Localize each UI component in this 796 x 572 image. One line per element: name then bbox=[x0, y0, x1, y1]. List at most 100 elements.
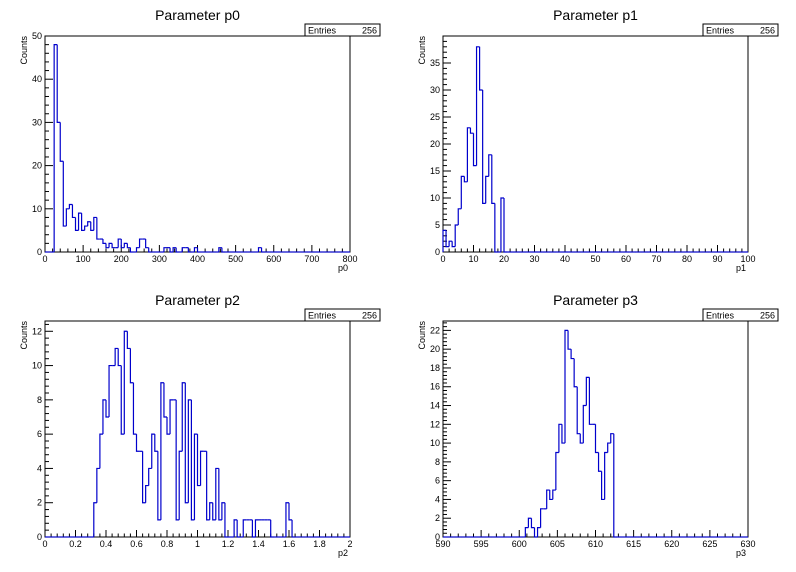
histogram-bin bbox=[533, 527, 538, 538]
histogram-bin bbox=[181, 382, 186, 452]
stats-entries-value: 256 bbox=[362, 26, 377, 36]
histogram-bin bbox=[193, 433, 198, 520]
y-tick-label: 0 bbox=[37, 532, 42, 542]
x-tick-label: 600 bbox=[512, 539, 527, 549]
x-tick-label: 100 bbox=[76, 254, 91, 264]
histogram-bin bbox=[457, 208, 462, 225]
stats-entries-value: 256 bbox=[760, 311, 775, 321]
histogram-bin bbox=[491, 154, 495, 204]
x-tick-label: 0 bbox=[42, 539, 47, 549]
histogram-bin bbox=[138, 238, 143, 248]
y-tick-label: 8 bbox=[37, 395, 42, 405]
histogram-bin bbox=[479, 46, 483, 91]
histogram-bin bbox=[148, 247, 152, 253]
histogram-bin bbox=[93, 216, 97, 231]
histogram-bin bbox=[175, 247, 180, 253]
x-axis-label: p2 bbox=[338, 548, 348, 558]
x-tick-label: 600 bbox=[266, 254, 281, 264]
histogram-bin bbox=[169, 247, 174, 253]
histogram-bin bbox=[175, 399, 180, 521]
histogram-bin bbox=[454, 224, 459, 247]
y-tick-label: 50 bbox=[32, 31, 42, 41]
stats-box-frame bbox=[304, 308, 381, 322]
y-tick-label: 0 bbox=[435, 532, 440, 542]
stats-box-frame bbox=[702, 23, 779, 37]
histogram-bin bbox=[288, 502, 293, 521]
stats-box: Entries 256 bbox=[304, 23, 381, 37]
y-tick-label: 15 bbox=[430, 166, 440, 176]
histogram-bin bbox=[74, 217, 79, 231]
y-tick-label: 10 bbox=[430, 193, 440, 203]
x-tick-label: 70 bbox=[651, 254, 661, 264]
histogram-bin bbox=[114, 347, 119, 366]
histogram-bin bbox=[99, 433, 103, 469]
histogram-bin bbox=[218, 468, 222, 521]
histogram-bin bbox=[573, 358, 578, 388]
histogram-bin bbox=[132, 382, 137, 435]
histogram-bin bbox=[475, 46, 480, 166]
histogram-bin bbox=[187, 247, 192, 253]
histogram-bin bbox=[166, 417, 171, 435]
x-tick-label: 300 bbox=[152, 254, 167, 264]
histogram-bin bbox=[96, 467, 100, 503]
histogram-bin bbox=[488, 154, 492, 177]
x-axis-label: p0 bbox=[338, 263, 348, 273]
histogram-bin bbox=[145, 484, 149, 503]
histogram-bin bbox=[221, 502, 225, 520]
histogram-bin bbox=[120, 365, 125, 435]
x-tick-label: 700 bbox=[304, 254, 319, 264]
histogram-bin bbox=[524, 527, 529, 537]
y-tick-label: 8 bbox=[435, 457, 440, 467]
y-tick-label: 4 bbox=[37, 463, 42, 473]
histogram-bins bbox=[443, 329, 748, 538]
histogram-bin bbox=[604, 451, 608, 500]
histogram-bin bbox=[527, 517, 532, 528]
stats-entries-label: Entries bbox=[706, 311, 735, 321]
x-tick-label: 1.6 bbox=[283, 539, 296, 549]
histogram-bin bbox=[65, 208, 70, 227]
y-tick-label: 20 bbox=[430, 344, 440, 354]
y-tick-label: 20 bbox=[32, 161, 42, 171]
y-tick-label: 12 bbox=[32, 326, 42, 336]
x-tick-label: 0 bbox=[42, 254, 47, 264]
histogram-bin bbox=[218, 247, 222, 252]
histogram-bin bbox=[93, 502, 97, 537]
histogram-bin bbox=[579, 433, 584, 444]
histogram-bin bbox=[482, 90, 486, 204]
stats-box: Entries 256 bbox=[702, 23, 779, 37]
histogram-bin bbox=[196, 247, 201, 253]
histogram-bin bbox=[154, 434, 158, 452]
histogram-bin bbox=[448, 240, 453, 247]
histogram-bin bbox=[549, 490, 553, 501]
histogram-bin bbox=[157, 451, 161, 521]
y-axis-label: Counts bbox=[417, 321, 427, 350]
histogram-bin bbox=[178, 450, 183, 520]
histogram-bin bbox=[212, 502, 216, 521]
x-tick-label: 605 bbox=[550, 539, 565, 549]
histogram-bin bbox=[610, 433, 614, 444]
histogram-bin bbox=[56, 44, 61, 123]
histogram-bin bbox=[260, 247, 265, 253]
stats-box: Entries 256 bbox=[304, 308, 381, 322]
histogram-bin bbox=[135, 434, 140, 452]
histogram-bin bbox=[190, 399, 195, 521]
histogram-bin bbox=[494, 203, 498, 253]
histogram-bin bbox=[123, 330, 128, 435]
plot-frame bbox=[44, 35, 351, 253]
histogram-bin bbox=[224, 502, 228, 538]
histogram-bin bbox=[601, 471, 605, 501]
histogram-bin bbox=[181, 247, 186, 252]
histogram-bin bbox=[105, 243, 110, 249]
chart-title: Parameter p0 bbox=[155, 7, 240, 23]
histogram-bin bbox=[108, 364, 113, 417]
histogram-bin bbox=[585, 376, 590, 406]
y-tick-label: 12 bbox=[430, 419, 440, 429]
histogram-bin bbox=[209, 502, 213, 520]
histogram-bin bbox=[236, 519, 241, 538]
y-tick-label: 6 bbox=[435, 476, 440, 486]
x-tick-label: 630 bbox=[740, 539, 755, 549]
histogram-bin bbox=[126, 331, 131, 350]
stats-box-frame bbox=[304, 23, 381, 37]
chart-title: Parameter p3 bbox=[553, 292, 638, 308]
y-tick-label: 14 bbox=[430, 401, 440, 411]
